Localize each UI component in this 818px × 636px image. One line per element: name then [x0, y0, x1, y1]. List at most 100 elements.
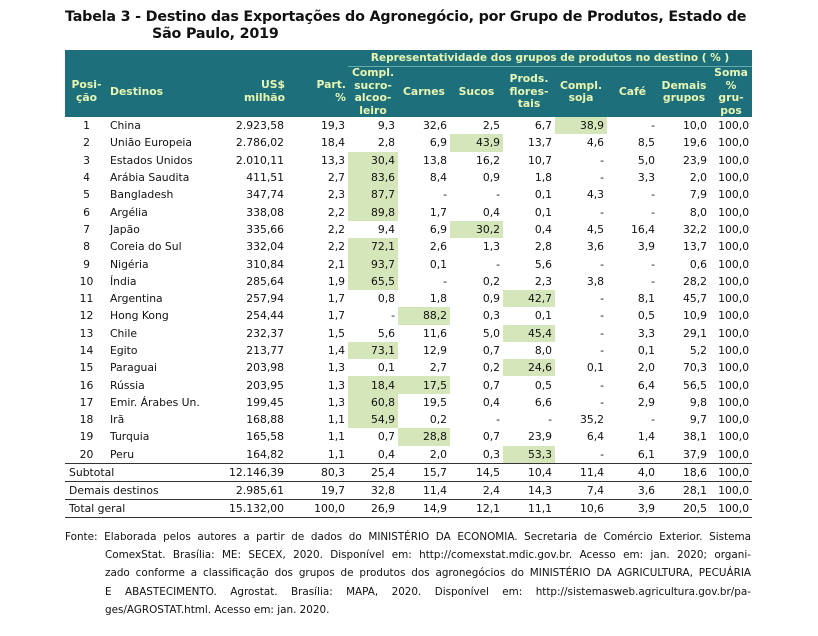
table-cell: 2,0: [689, 171, 707, 185]
table-cell: 6,9: [429, 136, 447, 150]
total-cell: 11,4: [555, 462, 607, 482]
table-cell: 100,0: [718, 395, 750, 409]
total-cell: 20,5: [658, 498, 710, 518]
table-cell: 89,8: [348, 203, 398, 221]
table-row: 20 Peru 164,82 1,1 0,4 2,0 0,3 53,3 - 6,1 37,9 100,…: [65, 445, 752, 464]
column-header-line: pos: [720, 103, 742, 117]
table-cell: 100,0: [718, 326, 750, 340]
table-cell: 165,58: [246, 430, 284, 444]
table-cell: 9,7: [689, 413, 707, 427]
table-cell: 16,4: [630, 222, 655, 236]
table-cell: 5,6: [377, 326, 395, 340]
table-cell: 1,1: [327, 430, 345, 444]
source-note: Fonte: Elaborada pelos autores a partir …: [65, 528, 751, 619]
table-cell: Peru: [110, 447, 135, 461]
table-cell: 10: [79, 274, 94, 288]
table-cell: 0,1: [377, 361, 395, 375]
table-cell: -: [600, 153, 604, 167]
table-cell: Chile: [110, 326, 138, 340]
table-cell: Argélia: [110, 205, 148, 219]
table-cell: 100,0: [718, 413, 750, 427]
total-cell: 11,1: [503, 498, 555, 518]
table-cell: 30,2: [450, 220, 503, 239]
table-cell: -: [391, 309, 395, 323]
table-cell: 9,3: [377, 119, 395, 133]
table-cell: -: [443, 188, 447, 202]
title-line: São Paulo, 2019: [152, 26, 279, 42]
column-header-line: Part.: [316, 78, 347, 92]
table-cell: 0,1: [637, 344, 655, 357]
table-cell: 45,7: [682, 292, 707, 306]
table-cell: Argentina: [110, 292, 163, 306]
table-cell: 0,1: [534, 205, 552, 219]
table-cell: 1,4: [327, 344, 345, 357]
table-cell: 2,7: [327, 171, 345, 185]
table-cell: 7,9: [689, 188, 707, 202]
table-cell: 6: [83, 205, 90, 219]
total-cell: 3,9: [607, 498, 658, 518]
table-cell: 13,7: [527, 136, 552, 150]
table-cell: 16,2: [475, 153, 500, 167]
table-cell: 10,7: [527, 153, 552, 167]
column-header: Demais grupos: [658, 66, 710, 117]
column-header-line: grupos: [662, 91, 706, 104]
table-cell: 37,9: [682, 447, 707, 461]
column-header-line: tais: [517, 97, 541, 111]
table-cell: 8,1: [637, 292, 655, 306]
table-cell: 100,0: [718, 447, 750, 461]
table-cell: 0,1: [534, 309, 552, 323]
total-cell: 25,4: [348, 462, 398, 482]
table-cell: 1,3: [327, 361, 345, 375]
table-cell: 0,6: [689, 257, 707, 271]
title-line: Tabela 3 - Destino das Exportações do Ag…: [65, 9, 747, 25]
table-cell: -: [600, 378, 604, 392]
table-cell: 4,5: [586, 222, 604, 236]
table-cell: 23,9: [682, 153, 707, 167]
table-cell: 0,7: [377, 430, 395, 444]
table-cell: Nigéria: [110, 257, 149, 271]
table-cell: Egito: [110, 344, 138, 357]
table-cell: 18,4: [348, 376, 398, 394]
table-row: 3 Estados Unidos 2.010,11 13,3 30,4 13,8 16,2 1…: [65, 151, 752, 169]
table-cell: 14: [79, 344, 94, 357]
table-cell: 2.010,11: [235, 153, 284, 167]
table-cell: 100,0: [718, 309, 750, 323]
table-cell: 2,0: [429, 447, 447, 461]
table-cell: 45,4: [503, 324, 555, 342]
table-cell: -: [600, 257, 604, 271]
column-header-line: Prods.: [509, 72, 549, 86]
table-cell: 3,3: [637, 326, 655, 340]
table-cell: 6,4: [637, 378, 655, 392]
table-cell: 0,2: [482, 274, 500, 288]
table-cell: China: [110, 119, 141, 133]
table-cell: 2,9: [637, 395, 655, 409]
table-cell: 32,6: [422, 119, 447, 133]
table-cell: 100,0: [718, 222, 750, 236]
table-cell: 257,94: [246, 292, 284, 306]
table-cell: 4: [83, 171, 90, 185]
table-cell: 4,6: [586, 136, 604, 150]
column-header: Compl. sucro-alcoo-leiro: [348, 66, 398, 117]
table-cell: 100,0: [718, 274, 750, 288]
table-cell: 19: [79, 430, 94, 444]
column-header-line: soja: [568, 91, 594, 104]
table-cell: 100,0: [718, 205, 750, 219]
table-cell: 88,2: [398, 307, 450, 325]
table-cell: Japão: [110, 222, 140, 236]
total-row: Subtotal 12.146,39 80,3 25,4 15,7 14,5 10,4 11,…: [65, 462, 753, 482]
table-cell: 1,8: [534, 171, 552, 185]
table-cell: 199,45: [246, 395, 284, 409]
source-line: ComexStat. Brasília: ME: SECEX, 2020. Di…: [105, 549, 751, 562]
table-cell: 6,4: [586, 430, 604, 444]
table-cell: 2,1: [327, 257, 345, 271]
group-header-row: Representatividade dos grupos de produto…: [65, 50, 753, 67]
table-cell: 5: [83, 188, 90, 202]
total-cell: 28,1: [658, 480, 710, 500]
table-cell: 28,8: [398, 428, 450, 446]
table-row: 7 Japão 335,66 2,2 9,4 6,9 30,2 0,4 4,5 16,4 32,2 1…: [65, 220, 752, 239]
table-cell: 8,0: [534, 344, 552, 357]
table-cell: Irã: [110, 413, 125, 427]
total-cell: 15,7: [398, 462, 450, 482]
table-cell: 8: [83, 240, 90, 254]
table-cell: 168,88: [246, 413, 284, 427]
